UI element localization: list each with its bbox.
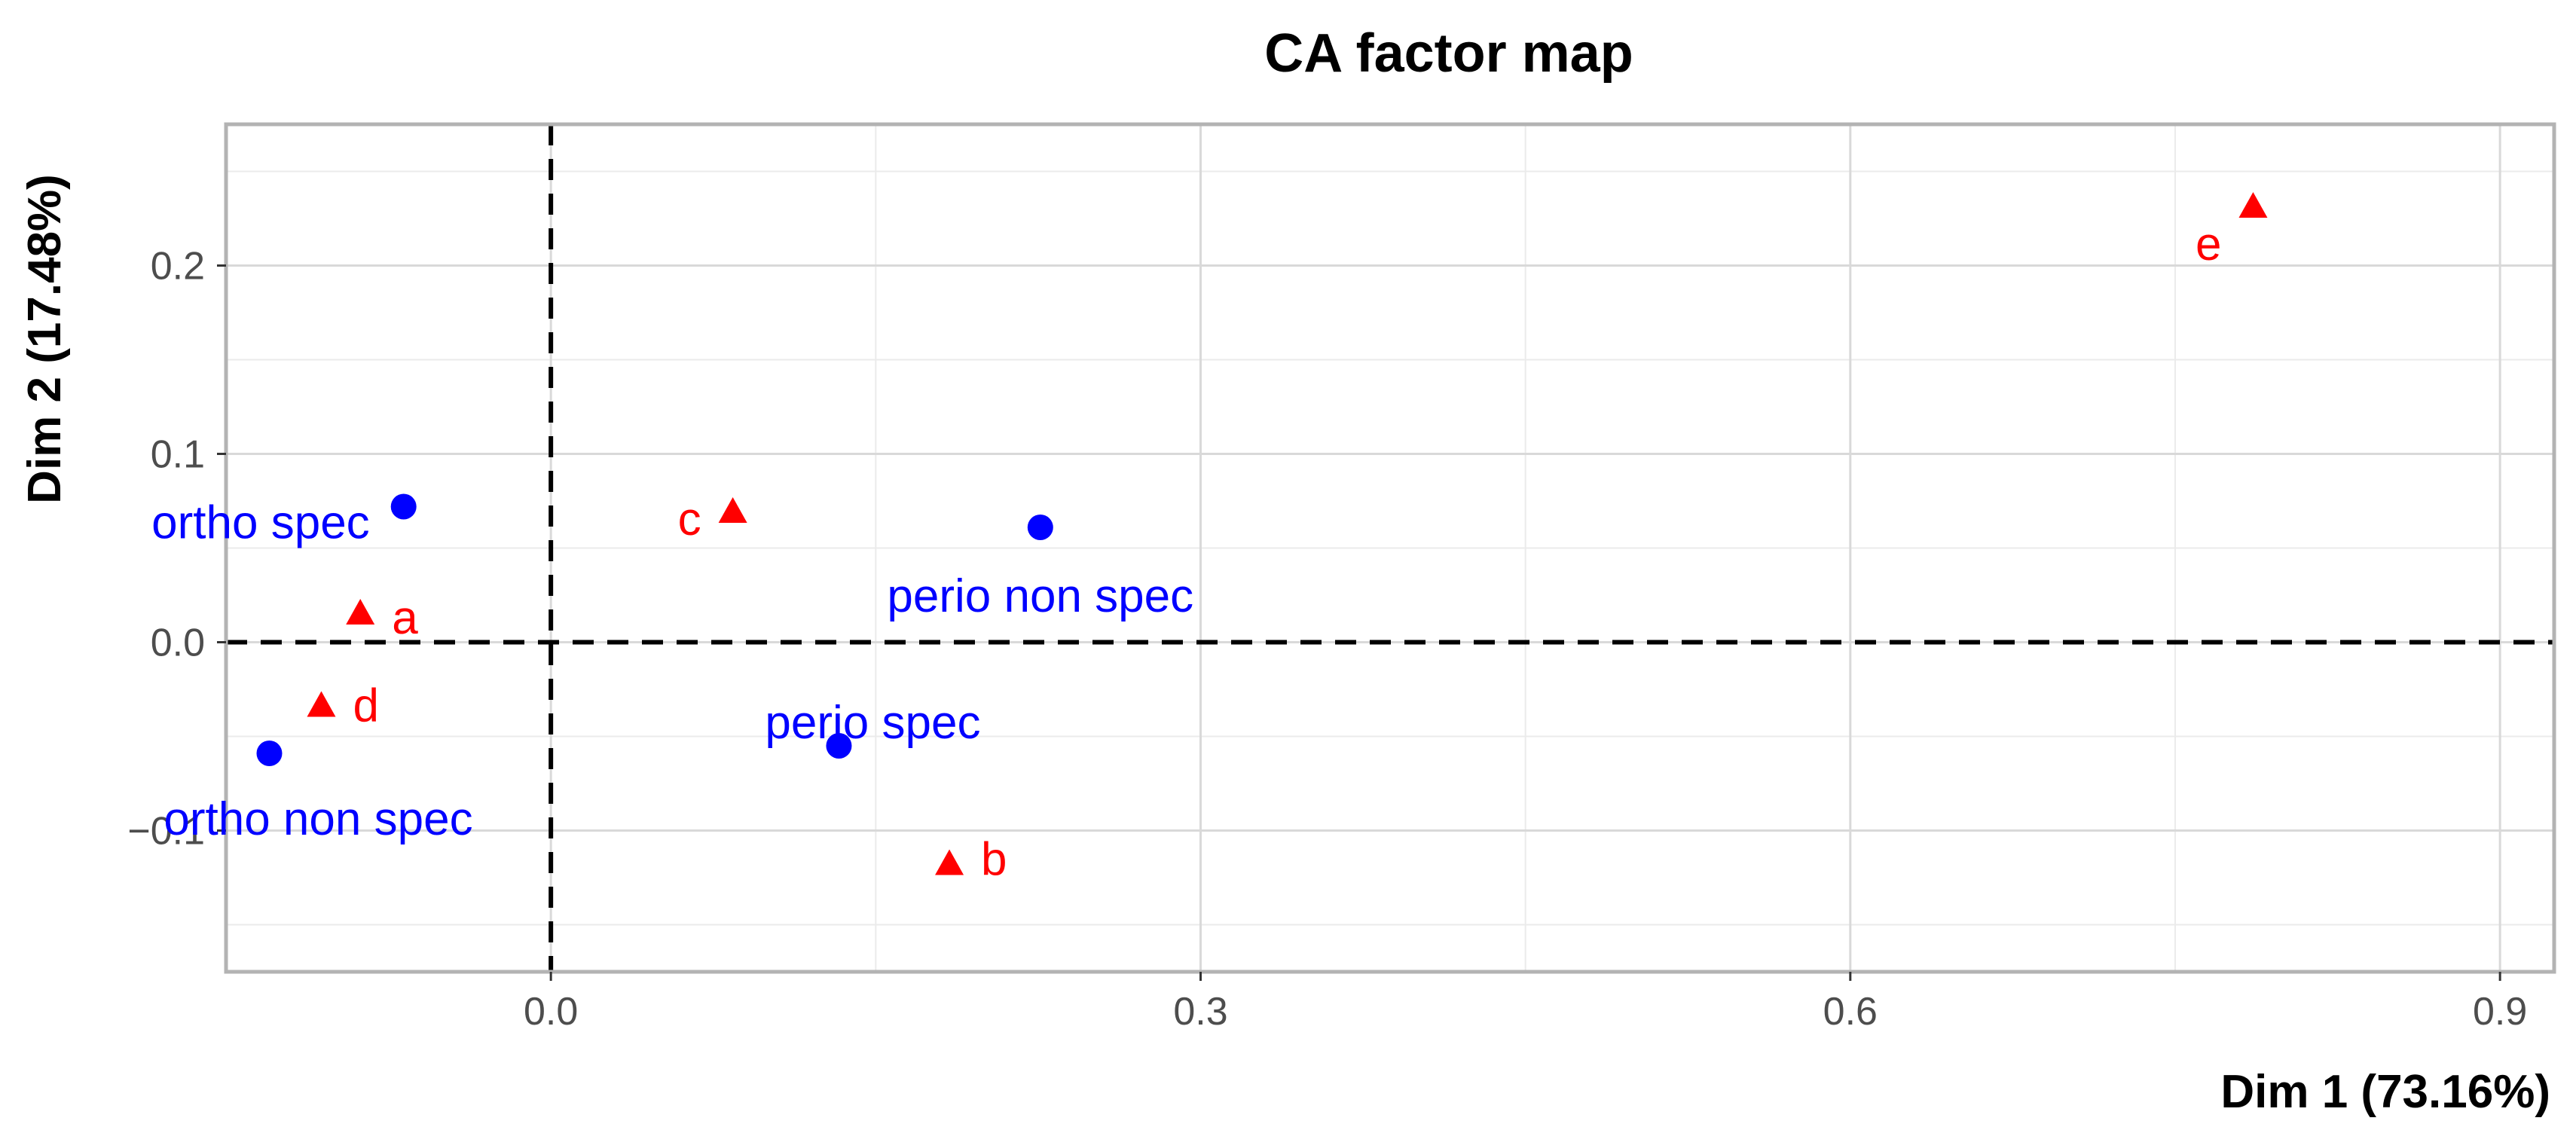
- point-marker-perio-non-spec: [1027, 515, 1053, 540]
- point-marker-a: [346, 599, 375, 625]
- y-tick-label: 0.2: [151, 245, 205, 289]
- point-label-perio-spec: perio spec: [765, 697, 980, 749]
- x-tick-label: 0.3: [1173, 990, 1227, 1034]
- point-marker-ortho-spec: [390, 493, 417, 520]
- y-tick-label: −0.1: [127, 810, 205, 854]
- chart-title: CA factor map: [1264, 23, 1633, 84]
- point-label-c: c: [678, 493, 701, 545]
- point-label-ortho-spec: ortho spec: [151, 497, 370, 549]
- point-label-a: a: [392, 592, 418, 644]
- y-tick-label: 0.0: [151, 622, 205, 665]
- x-tick-label: 0.9: [2473, 990, 2527, 1034]
- point-marker-perio-spec: [826, 733, 852, 759]
- point-marker-e: [2238, 192, 2268, 218]
- point-marker-ortho-non-spec: [256, 741, 283, 766]
- point-label-perio-non-spec: perio non spec: [887, 570, 1193, 622]
- point-marker-c: [718, 497, 747, 523]
- x-axis-title: Dim 1 (73.16%): [2220, 1066, 2550, 1118]
- point-label-ortho-non-spec: ortho non spec: [163, 793, 472, 845]
- point-label-b: b: [981, 834, 1007, 886]
- point-marker-b: [935, 849, 964, 875]
- point-label-d: d: [353, 680, 378, 732]
- y-tick-label: 0.1: [151, 433, 205, 477]
- y-axis-title: Dim 2 (17.48%): [19, 174, 71, 504]
- plot-panel-border: [224, 122, 2556, 974]
- point-marker-d: [307, 691, 336, 717]
- x-tick-label: 0.6: [1823, 990, 1878, 1034]
- point-label-e: e: [2196, 218, 2221, 270]
- x-tick-label: 0.0: [524, 990, 578, 1034]
